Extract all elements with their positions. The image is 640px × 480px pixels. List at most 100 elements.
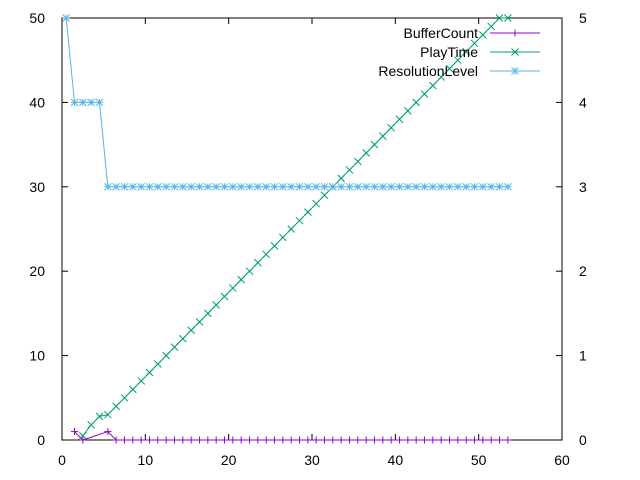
y2-tick-label: 0 bbox=[579, 432, 587, 448]
data-point bbox=[387, 182, 396, 191]
data-point bbox=[337, 174, 346, 183]
data-point bbox=[212, 436, 220, 444]
data-point bbox=[353, 182, 362, 191]
data-point bbox=[162, 351, 171, 360]
data-point bbox=[245, 267, 254, 276]
data-point bbox=[228, 284, 237, 292]
data-point bbox=[195, 317, 204, 326]
data-point bbox=[271, 436, 278, 444]
data-point bbox=[295, 216, 304, 225]
data-point bbox=[270, 242, 279, 250]
series-BufferCount bbox=[71, 428, 512, 444]
data-point bbox=[187, 436, 195, 444]
data-point bbox=[378, 132, 387, 141]
data-point bbox=[487, 436, 495, 444]
data-point bbox=[153, 360, 162, 368]
legend-entry: ResolutionLevel bbox=[378, 63, 540, 79]
y-tick-label: 50 bbox=[29, 10, 45, 26]
data-point bbox=[128, 385, 137, 394]
data-point bbox=[487, 182, 496, 191]
data-point bbox=[120, 393, 129, 402]
data-point bbox=[412, 98, 421, 107]
data-point bbox=[379, 436, 387, 444]
data-point bbox=[253, 258, 262, 267]
data-point bbox=[153, 182, 162, 191]
data-point bbox=[262, 250, 271, 259]
data-point bbox=[121, 436, 128, 444]
data-point bbox=[95, 98, 104, 107]
plot-frame bbox=[61, 17, 563, 441]
data-point bbox=[204, 436, 212, 444]
data-point bbox=[162, 182, 171, 191]
legend-swatch-marker bbox=[511, 29, 519, 37]
data-point bbox=[445, 182, 454, 191]
data-point bbox=[120, 182, 129, 191]
data-point bbox=[453, 56, 462, 65]
data-point bbox=[103, 182, 112, 191]
data-point bbox=[462, 47, 471, 56]
y-tick-label: 0 bbox=[37, 432, 45, 448]
data-point bbox=[221, 436, 228, 444]
data-point bbox=[353, 157, 362, 166]
data-point bbox=[396, 436, 403, 444]
data-point bbox=[362, 182, 371, 191]
data-point bbox=[262, 182, 271, 191]
data-point bbox=[304, 436, 312, 444]
y-tick-label: 30 bbox=[29, 179, 45, 195]
data-point bbox=[237, 275, 246, 284]
x-tick-label: 60 bbox=[554, 452, 570, 468]
data-point bbox=[321, 436, 328, 444]
data-point bbox=[95, 412, 104, 421]
data-point bbox=[246, 436, 253, 444]
data-point bbox=[478, 31, 487, 39]
data-point bbox=[345, 182, 354, 191]
data-point bbox=[462, 436, 470, 444]
x-tick-label: 0 bbox=[58, 452, 66, 468]
data-point bbox=[387, 436, 395, 444]
data-point bbox=[479, 436, 487, 444]
data-point bbox=[78, 98, 87, 107]
axis-ticks: 0 10 20 30 40 50 60 0 10 20 30 40 50 0 1 2 3 4 5 bbox=[29, 10, 587, 468]
data-point bbox=[104, 428, 112, 436]
y2-tick-label: 1 bbox=[579, 348, 587, 364]
data-point bbox=[220, 182, 229, 191]
data-point bbox=[178, 182, 187, 191]
data-point bbox=[162, 436, 170, 444]
data-point bbox=[287, 182, 296, 191]
legend-label: PlayTime bbox=[420, 44, 478, 60]
legend-entry: BufferCount bbox=[404, 25, 540, 41]
data-point bbox=[370, 182, 379, 191]
data-point bbox=[312, 436, 320, 444]
data-point bbox=[270, 182, 279, 191]
data-point bbox=[170, 343, 179, 352]
data-point bbox=[278, 182, 287, 191]
data-point bbox=[370, 140, 379, 149]
data-point bbox=[220, 292, 229, 301]
data-point bbox=[179, 436, 187, 444]
data-point bbox=[428, 182, 437, 191]
data-point bbox=[129, 436, 137, 444]
x-tick-label: 50 bbox=[471, 452, 487, 468]
series-line bbox=[82, 17, 508, 437]
data-point bbox=[87, 420, 96, 429]
data-point bbox=[79, 436, 87, 444]
y-tick-label: 20 bbox=[29, 263, 45, 279]
data-point bbox=[403, 182, 412, 191]
data-point bbox=[471, 436, 478, 444]
data-point bbox=[137, 436, 145, 444]
data-point bbox=[278, 233, 287, 242]
data-point bbox=[504, 436, 512, 444]
data-point bbox=[78, 431, 87, 440]
data-point bbox=[287, 225, 296, 233]
data-point bbox=[487, 22, 496, 31]
data-point bbox=[303, 208, 312, 216]
data-point bbox=[420, 90, 429, 98]
data-point bbox=[454, 436, 462, 444]
data-point bbox=[470, 182, 479, 191]
legend-swatch-marker bbox=[511, 67, 519, 75]
data-point bbox=[429, 436, 437, 444]
data-point bbox=[212, 301, 221, 309]
data-point bbox=[212, 182, 221, 191]
data-point bbox=[329, 436, 337, 444]
